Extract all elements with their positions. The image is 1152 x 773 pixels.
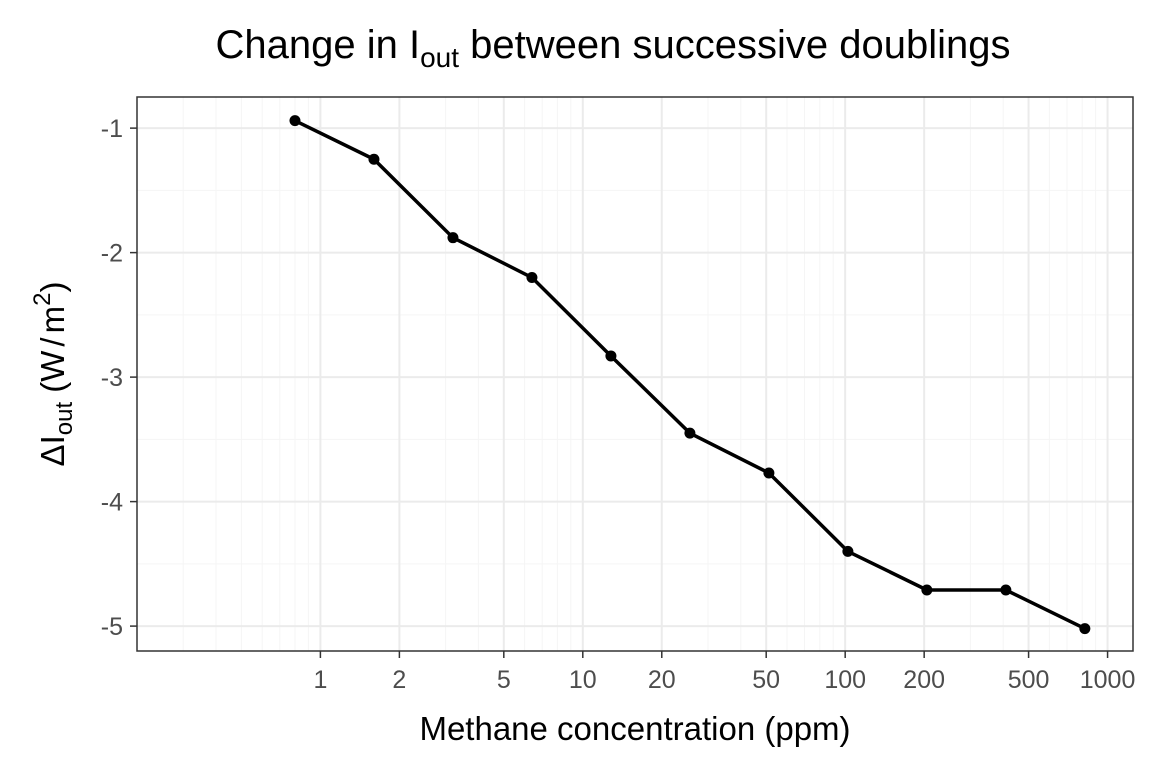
data-point	[289, 115, 301, 127]
data-point	[1079, 623, 1091, 635]
series-line-group	[294, 119, 1086, 631]
x-tick-label: 500	[1008, 666, 1050, 694]
x-tick-label: 100	[824, 666, 866, 694]
data-point	[842, 545, 854, 557]
x-axis-title: Methane concentration (ppm)	[419, 710, 850, 747]
y-tick-label: -1	[101, 115, 123, 143]
x-tick-label: 200	[903, 666, 945, 694]
data-points	[289, 115, 1091, 635]
data-point	[684, 427, 696, 439]
data-point	[447, 232, 459, 244]
y-axis-title-subscript: out	[51, 402, 78, 436]
y-axis-title-units-base: m	[34, 306, 71, 334]
y-axis-title: ΔIout (W / m2)	[29, 282, 78, 467]
x-tick-label: 20	[648, 666, 676, 694]
data-point	[368, 153, 380, 165]
x-tick-label: 5	[497, 666, 511, 694]
y-axis-title-units-close: )	[34, 282, 71, 293]
data-point	[763, 467, 775, 479]
grid-lines	[136, 97, 1133, 651]
y-axis-title-delta: Δ	[34, 444, 71, 466]
y-axis-title-base: I	[34, 435, 71, 444]
y-axis-title-units-open: (W	[34, 350, 71, 393]
y-axis: -1 -2 -3 -4 -5	[101, 115, 137, 641]
data-point	[526, 272, 538, 284]
chart-title-prefix: Change in I	[216, 23, 421, 67]
chart-title: Change in Iout between successive doubli…	[216, 23, 1011, 73]
series-line	[294, 119, 1086, 631]
chart-title-subscript: out	[420, 42, 459, 73]
panel-border	[136, 96, 1134, 652]
y-tick-label: -2	[101, 240, 123, 268]
x-tick-label: 2	[392, 666, 406, 694]
data-point	[605, 350, 617, 362]
y-axis-title-slash: /	[34, 337, 71, 347]
chart-title-suffix: between successive doublings	[459, 23, 1010, 67]
y-axis-title-superscript: 2	[29, 293, 56, 306]
y-tick-label: -3	[101, 364, 123, 392]
x-axis: 1 2 5 10 20 50 100 200 500 1000	[313, 651, 1135, 694]
data-point	[1000, 584, 1012, 596]
x-tick-label: 50	[752, 666, 780, 694]
x-tick-label: 1000	[1080, 666, 1136, 694]
data-point	[921, 584, 933, 596]
y-tick-label: -5	[101, 613, 123, 641]
y-tick-label: -4	[101, 489, 123, 517]
x-tick-label: 1	[313, 666, 327, 694]
x-tick-label: 10	[569, 666, 597, 694]
